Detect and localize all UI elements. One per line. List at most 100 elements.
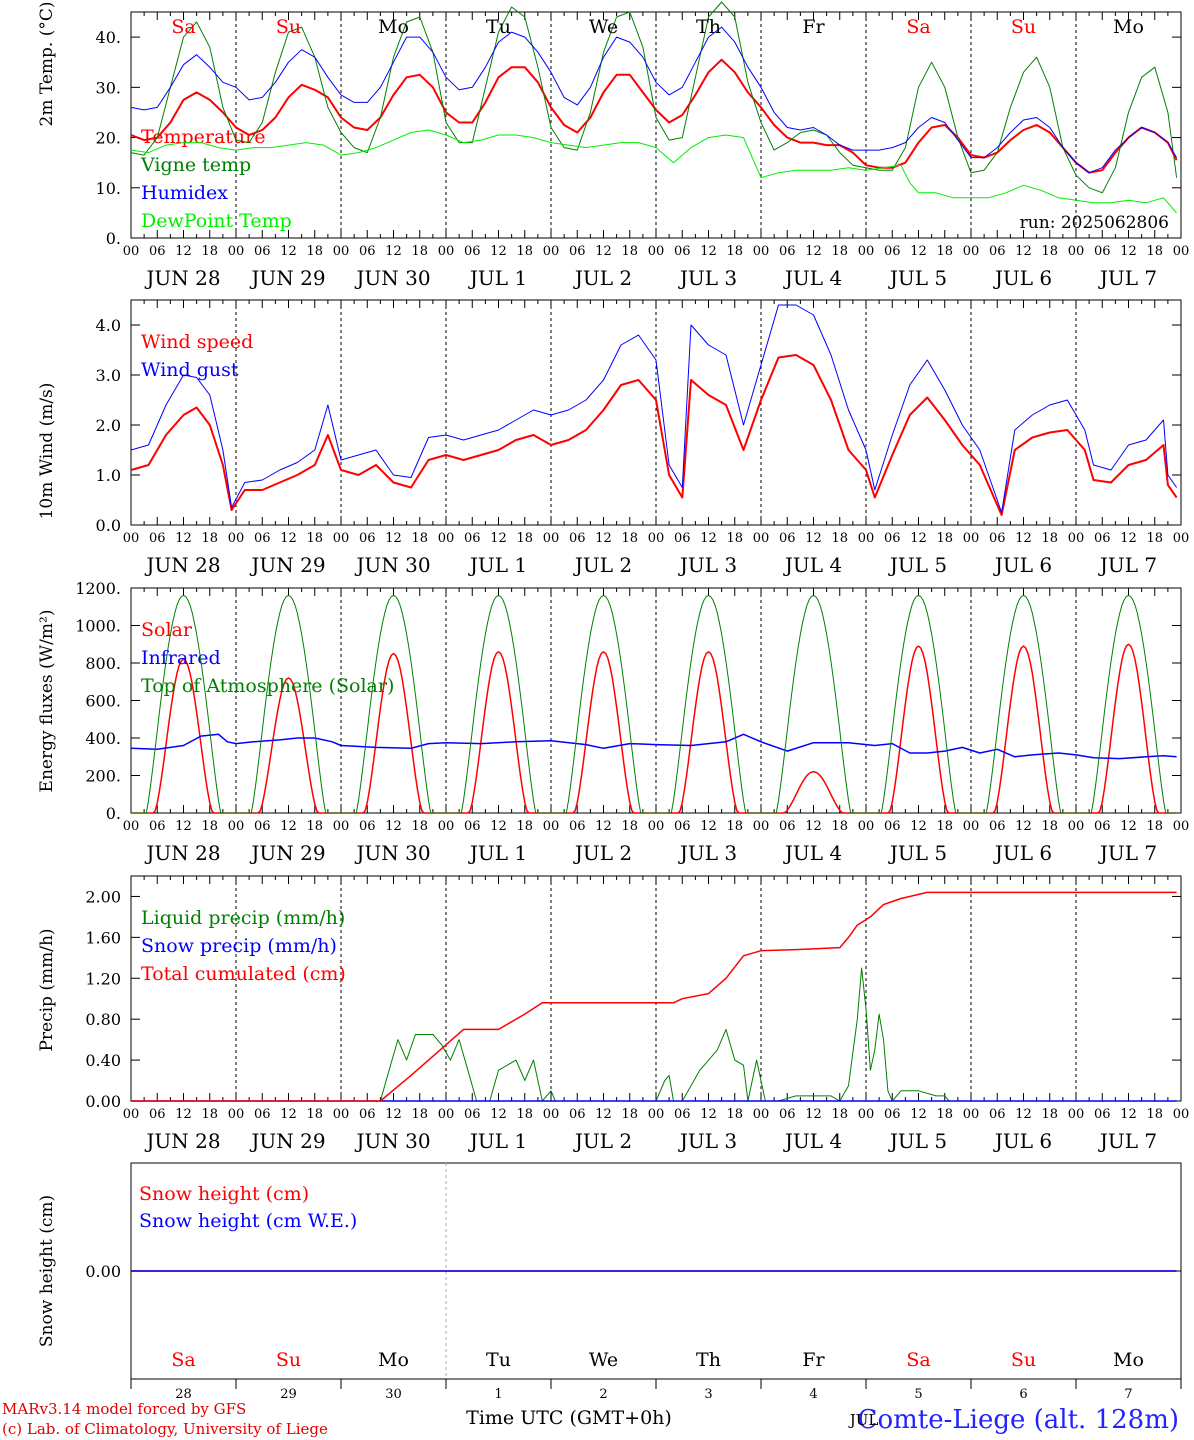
hour-tick-label: 00	[1068, 244, 1085, 259]
legend-entry: Solar	[141, 619, 193, 641]
model-credit-line1: MARv3.14 model forced by GFS	[2, 1400, 247, 1418]
hour-tick-label: 00	[543, 531, 560, 546]
model-credit: MARv3.14 model forced by GFS (c) Lab. of…	[2, 1399, 328, 1439]
date-label: JUN 28	[144, 553, 220, 577]
hour-tick-label: 18	[1146, 1107, 1163, 1122]
weekday-label: Fr	[802, 16, 825, 38]
hour-tick-label: 12	[490, 1107, 507, 1122]
hour-tick-label: 00	[1173, 531, 1190, 546]
hour-tick-label: 06	[674, 244, 691, 259]
hour-tick-label: 18	[306, 819, 323, 834]
hour-tick-label: 18	[831, 1107, 848, 1122]
hour-tick-label: 12	[280, 1107, 297, 1122]
hour-tick-label: 00	[438, 819, 455, 834]
hour-tick-label: 18	[201, 531, 218, 546]
hour-tick-label: 12	[1120, 819, 1137, 834]
hour-tick-label: 12	[385, 244, 402, 259]
date-label: JUL 2	[573, 1129, 632, 1153]
hour-tick-label: 12	[595, 244, 612, 259]
day-number: 29	[280, 1387, 297, 1402]
hour-tick-label: 12	[910, 1107, 927, 1122]
legend-entry: Vigne temp	[140, 154, 251, 176]
hour-tick-label: 12	[700, 1107, 717, 1122]
day-number: 7	[1124, 1387, 1132, 1402]
y-tick-label: 0.40	[85, 1051, 121, 1070]
date-label: JUL 4	[783, 1129, 842, 1153]
weekday-label: Tu	[486, 1349, 511, 1371]
hour-tick-label: 12	[1015, 531, 1032, 546]
hour-tick-label: 06	[254, 531, 271, 546]
y-axis-label: Energy fluxes (W/m²)	[37, 610, 57, 793]
hour-tick-label: 18	[831, 819, 848, 834]
weekday-label: Th	[696, 1349, 721, 1371]
date-label: JUL 7	[1098, 553, 1157, 577]
hour-tick-label: 00	[858, 1107, 875, 1122]
hour-tick-label: 06	[464, 531, 481, 546]
hour-tick-label: 18	[201, 244, 218, 259]
hour-tick-label: 12	[700, 819, 717, 834]
date-label: JUN 30	[354, 266, 430, 290]
station-title: Comte-Liege (alt. 128m)	[858, 1405, 1179, 1435]
hour-tick-label: 06	[884, 531, 901, 546]
hour-tick-label: 12	[280, 244, 297, 259]
hour-tick-label: 00	[858, 819, 875, 834]
hour-tick-label: 18	[411, 819, 428, 834]
hour-tick-label: 06	[989, 819, 1006, 834]
y-axis-label: Snow height (cm)	[37, 1195, 57, 1347]
hour-tick-label: 06	[254, 1107, 271, 1122]
weekday-label: Th	[696, 16, 721, 38]
hour-tick-label: 00	[1173, 819, 1190, 834]
weekday-label: Sa	[906, 1349, 930, 1371]
day-number: 28	[175, 1387, 192, 1402]
weekday-label: Sa	[171, 1349, 195, 1371]
date-label: JUN 30	[354, 553, 430, 577]
y-tick-label: 200.	[85, 767, 121, 786]
hour-tick-label: 12	[805, 531, 822, 546]
date-label: JUL 3	[678, 1129, 737, 1153]
series-line	[130, 304, 1178, 513]
hour-tick-label: 00	[333, 531, 350, 546]
y-tick-label: 400.	[85, 729, 121, 748]
hour-tick-label: 18	[726, 1107, 743, 1122]
hour-tick-label: 06	[884, 1107, 901, 1122]
hour-tick-label: 12	[700, 244, 717, 259]
hour-tick-label: 00	[123, 531, 140, 546]
legend-entry: Snow height (cm W.E.)	[139, 1210, 357, 1232]
date-label: JUL 7	[1098, 1129, 1157, 1153]
hour-tick-label: 06	[359, 531, 376, 546]
series-line	[131, 595, 1177, 814]
date-label: JUL 2	[573, 553, 632, 577]
hour-tick-label: 00	[1173, 244, 1190, 259]
legend-entry: Temperature	[141, 126, 265, 148]
day-number: 3	[704, 1387, 712, 1402]
y-tick-label: 800.	[85, 654, 121, 673]
date-label: JUL 6	[993, 266, 1052, 290]
legend-entry: Humidex	[141, 182, 228, 204]
hour-tick-label: 00	[753, 819, 770, 834]
hour-tick-label: 12	[1015, 1107, 1032, 1122]
hour-tick-label: 06	[779, 819, 796, 834]
day-number: 2	[599, 1387, 607, 1402]
y-tick-label: 600.	[85, 692, 121, 711]
weekday-label: Sa	[171, 16, 195, 38]
date-label: JUL 1	[468, 841, 527, 865]
hour-tick-label: 18	[726, 244, 743, 259]
hour-tick-label: 00	[963, 819, 980, 834]
y-tick-label: 2.00	[85, 887, 121, 906]
hour-tick-label: 06	[464, 244, 481, 259]
station-overlay: JUL	[848, 1411, 879, 1429]
hour-tick-label: 12	[175, 819, 192, 834]
hour-tick-label: 12	[805, 244, 822, 259]
hour-tick-label: 00	[333, 244, 350, 259]
x-axis-label: Time UTC (GMT+0h)	[466, 1407, 672, 1429]
hour-tick-label: 12	[1120, 1107, 1137, 1122]
hour-tick-label: 06	[989, 244, 1006, 259]
hour-tick-label: 06	[464, 1107, 481, 1122]
hour-tick-label: 18	[621, 1107, 638, 1122]
hour-tick-label: 18	[621, 531, 638, 546]
hour-tick-label: 18	[936, 819, 953, 834]
date-label: JUL 1	[468, 1129, 527, 1153]
hour-tick-label: 18	[936, 531, 953, 546]
y-tick-label: 40.	[96, 28, 121, 47]
